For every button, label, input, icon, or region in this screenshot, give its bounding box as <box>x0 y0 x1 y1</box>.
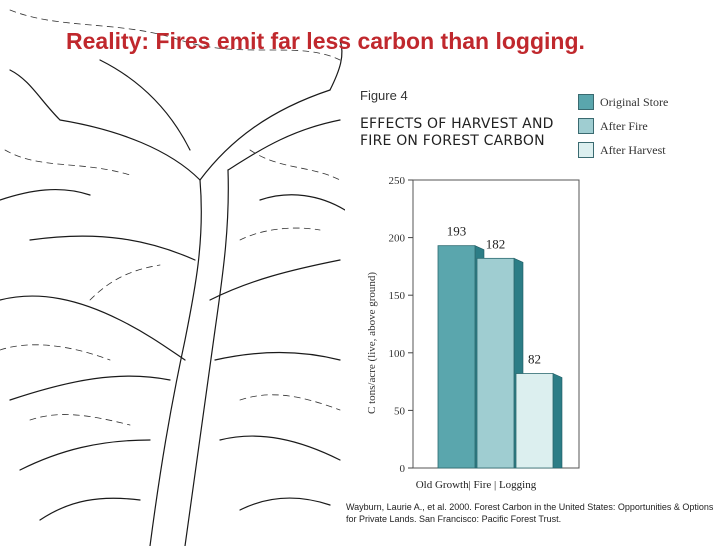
figure-heading-line2: FIRE ON FOREST CARBON <box>360 133 545 149</box>
bar-chart: C tons/acre (live, above ground) Old Gro… <box>366 175 580 491</box>
data-label-fire: 182 <box>486 236 506 251</box>
figure-heading: EFFECTS OF HARVEST AND FIRE ON FOREST CA… <box>360 116 554 150</box>
slide-title: Reality: Fires emit far less carbon than… <box>66 28 585 54</box>
bar-side-logging <box>552 373 563 469</box>
data-label-logging: 82 <box>528 352 541 367</box>
chart-legend: Original Store After Fire After Harvest <box>578 90 668 162</box>
legend-item-after-fire: After Fire <box>578 114 668 138</box>
figure-label: Figure 4 <box>360 88 408 103</box>
bar-old-growth <box>437 245 476 469</box>
citation: Wayburn, Laurie A., et al. 2000. Forest … <box>346 502 714 524</box>
legend-label-after-harvest: After Harvest <box>600 142 666 157</box>
bar-logging <box>515 373 554 469</box>
bar-fire <box>476 257 515 469</box>
legend-swatch-original-store <box>578 94 594 110</box>
x-category-labels: Old Growth| Fire | Logging <box>416 479 537 491</box>
figure-heading-line1: EFFECTS OF HARVEST AND <box>360 116 554 132</box>
y-tick-label-200: 200 <box>389 233 406 245</box>
y-tick-label-50: 50 <box>394 405 406 417</box>
legend-item-after-harvest: After Harvest <box>578 138 668 162</box>
legend-item-original-store: Original Store <box>578 90 668 114</box>
legend-label-original-store: Original Store <box>600 94 669 109</box>
data-label-old-growth: 193 <box>447 224 467 239</box>
y-tick-label-100: 100 <box>389 348 406 360</box>
legend-swatch-after-fire <box>578 118 594 134</box>
y-axis-label: C tons/acre (live, above ground) <box>366 272 378 414</box>
legend-swatch-after-harvest <box>578 142 594 158</box>
y-tick-label-150: 150 <box>389 290 406 302</box>
y-tick-label-250: 250 <box>389 175 406 187</box>
legend-label-after-fire: After Fire <box>600 118 648 133</box>
y-tick-label-0: 0 <box>400 463 406 475</box>
